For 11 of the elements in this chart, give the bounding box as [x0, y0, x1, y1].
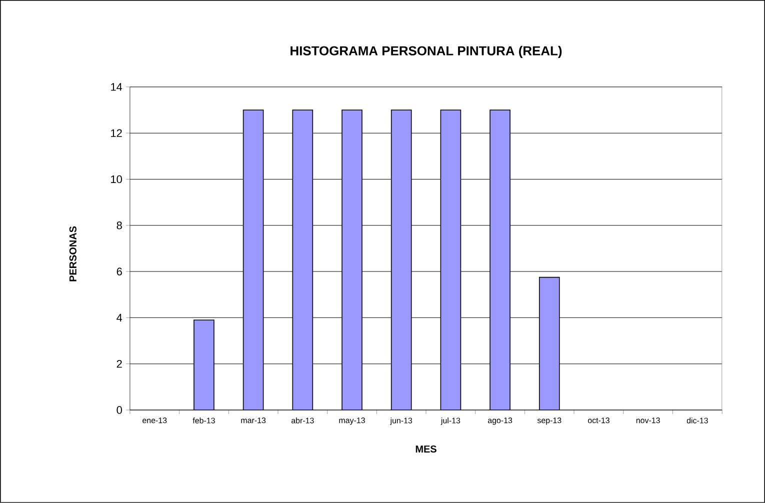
chart-title: HISTOGRAMA PERSONAL PINTURA (REAL)	[290, 46, 562, 58]
y-tick-label: 8	[116, 222, 122, 230]
y-tick-label: 14	[111, 83, 122, 91]
y-tick-label: 6	[116, 268, 122, 276]
y-tick-label: 2	[116, 360, 122, 368]
x-axis-title: MES	[416, 446, 436, 453]
y-tick-label: 10	[111, 175, 122, 184]
y-axis-title: PERSONAS	[69, 226, 76, 282]
y-tick-label: 0	[116, 406, 122, 414]
y-tick-label: 4	[116, 314, 122, 322]
y-tick-label: 12	[111, 129, 122, 137]
